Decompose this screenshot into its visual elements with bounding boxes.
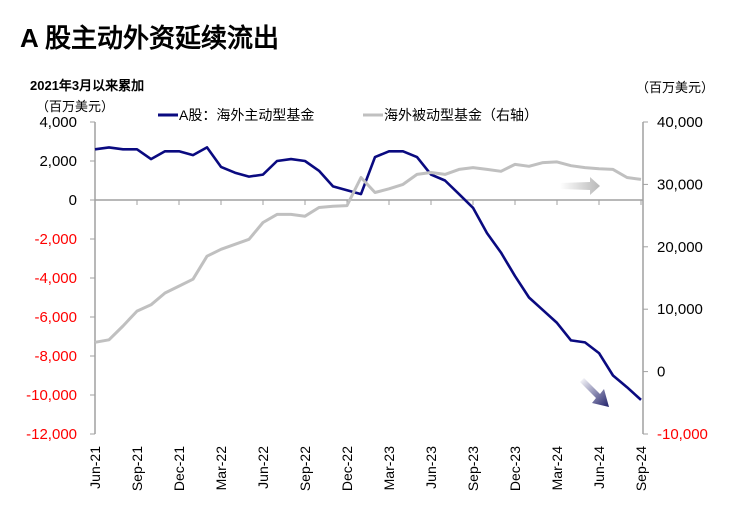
- right-tick-label: 40,000: [657, 114, 703, 131]
- left-tick-label: -12,000: [26, 426, 77, 443]
- left-tick-label: -6,000: [34, 309, 77, 326]
- x-tick-label: Jun-21: [87, 446, 103, 489]
- right-tick-label: 10,000: [657, 301, 703, 318]
- left-tick-label: -10,000: [26, 387, 77, 404]
- left-tick-label: 4,000: [39, 114, 77, 131]
- x-tick-label: Sep-23: [465, 446, 481, 491]
- series-line-2: [94, 160, 642, 344]
- right-tick-label: 30,000: [657, 176, 703, 193]
- right-tick-label: 0: [657, 364, 665, 381]
- x-tick-label: Jun-22: [255, 446, 271, 489]
- left-tick-label: -8,000: [34, 348, 77, 365]
- x-tick-label: Jun-24: [591, 446, 607, 489]
- x-tick-label: Mar-23: [381, 446, 397, 491]
- legend-label-2: 海外被动型基金（右轴）: [384, 107, 538, 123]
- x-tick-label: Jun-23: [423, 446, 439, 489]
- left-tick-label: -4,000: [34, 270, 77, 287]
- right-axis-unit: （百万美元）: [636, 80, 715, 95]
- down-arrow-icon: [580, 378, 609, 407]
- right-tick-label: -10,000: [657, 426, 708, 443]
- right-arrow-icon: [560, 177, 600, 195]
- x-tick-label: Sep-24: [633, 446, 649, 491]
- right-tick-label: 20,000: [657, 239, 703, 256]
- left-tick-label: 0: [69, 192, 77, 209]
- x-tick-label: Mar-22: [213, 446, 229, 491]
- chart-subtitle: 2021年3月以来累加: [30, 78, 145, 93]
- x-tick-label: Dec-21: [171, 446, 187, 491]
- x-tick-label: Dec-22: [339, 446, 355, 491]
- x-tick-label: Sep-22: [297, 446, 313, 491]
- left-axis-unit: （百万美元）: [36, 99, 115, 114]
- series-line-1: [94, 146, 642, 401]
- left-tick-label: -2,000: [34, 231, 77, 248]
- left-tick-label: 2,000: [39, 153, 77, 170]
- legend-label-1: A股：海外主动型基金: [179, 107, 314, 123]
- x-tick-label: Mar-24: [549, 446, 565, 491]
- x-tick-label: Sep-21: [129, 446, 145, 491]
- x-tick-label: Dec-23: [507, 446, 523, 491]
- chart-title: A 股主动外资延续流出: [20, 23, 280, 53]
